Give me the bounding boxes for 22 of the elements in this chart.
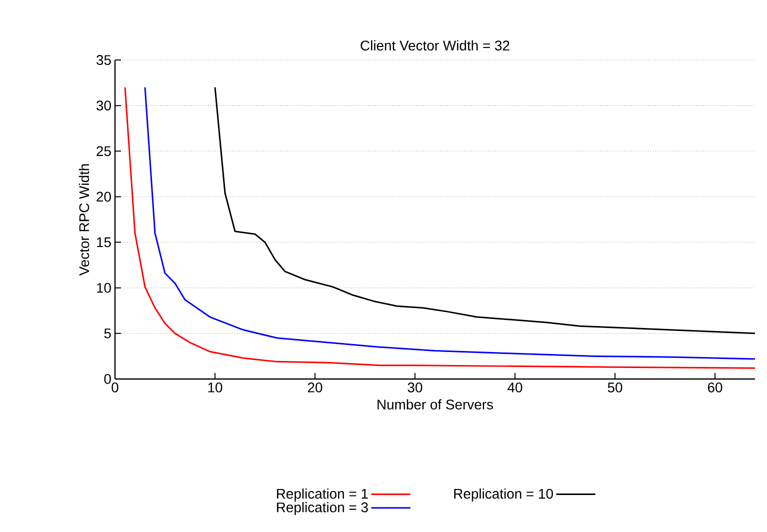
y-tick-label: 0	[104, 374, 111, 384]
legend-label: Replication = 1	[277, 488, 368, 502]
x-tick-label: 30	[408, 382, 422, 392]
x-axis-title: Number of Servers	[378, 399, 493, 410]
line-series	[214, 86, 755, 334]
y-tick-label: 25	[96, 146, 111, 156]
x-tick-label: 50	[608, 382, 622, 392]
y-tick-label: 10	[97, 282, 111, 293]
y-axis-title: Vector RPC Width	[78, 164, 90, 276]
chart-title: Client Vector Width = 32	[360, 40, 510, 51]
y-tick-label: 35	[96, 55, 111, 65]
legend-label: Replication = 3	[277, 502, 368, 516]
y-tick-label: 30	[96, 100, 111, 111]
legend-label: Replication = 10	[454, 488, 553, 502]
x-tick-label: 10	[208, 382, 222, 392]
y-tick-label: 5	[104, 328, 111, 338]
y-tick-label: 20	[96, 192, 111, 202]
x-tick-label: 0	[112, 382, 118, 392]
x-tick-label: 20	[308, 382, 322, 392]
x-tick-label: 60	[708, 382, 722, 392]
y-tick-label: 15	[97, 237, 111, 248]
x-tick-label: 40	[508, 382, 522, 392]
